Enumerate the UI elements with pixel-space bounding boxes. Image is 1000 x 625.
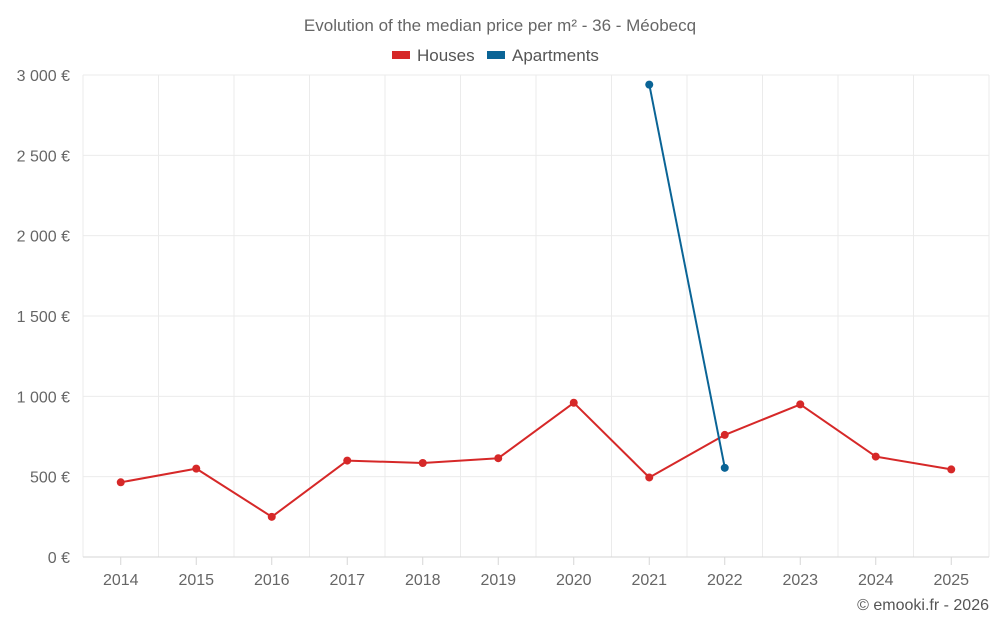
data-point-houses[interactable] xyxy=(796,400,805,409)
legend-label-houses: Houses xyxy=(417,46,475,65)
data-point-houses[interactable] xyxy=(947,465,956,474)
x-tick-label: 2024 xyxy=(858,572,894,589)
x-tick-label: 2023 xyxy=(782,572,818,589)
y-tick-label: 1 500 € xyxy=(17,309,70,326)
legend-label-apartments: Apartments xyxy=(512,46,599,65)
series-line-apartments xyxy=(648,84,726,468)
x-gridlines xyxy=(82,75,990,557)
y-tick-label: 0 € xyxy=(48,550,70,567)
legend-item-houses[interactable]: Houses xyxy=(392,46,475,65)
legend-swatch-houses xyxy=(392,51,410,59)
data-point-houses[interactable] xyxy=(569,398,578,407)
series-layer xyxy=(116,80,956,521)
y-tick-label: 2 500 € xyxy=(17,148,70,165)
credit-text: © emooki.fr - 2026 xyxy=(857,597,989,614)
series-apartments xyxy=(645,80,729,472)
y-tick-label: 3 000 € xyxy=(17,68,70,85)
data-point-apartments[interactable] xyxy=(720,463,729,472)
legend: Houses Apartments xyxy=(392,46,599,65)
chart-title: Evolution of the median price per m² - 3… xyxy=(304,16,696,35)
x-tick-label: 2021 xyxy=(631,572,667,589)
data-point-houses[interactable] xyxy=(494,454,503,463)
data-point-houses[interactable] xyxy=(871,452,880,461)
x-tick-label: 2022 xyxy=(707,572,743,589)
x-tick-label: 2016 xyxy=(254,572,290,589)
data-point-houses[interactable] xyxy=(267,512,276,521)
series-line-houses xyxy=(120,401,952,518)
series-houses xyxy=(116,398,956,521)
x-tick-label: 2018 xyxy=(405,572,441,589)
y-tick-label: 500 € xyxy=(30,470,70,487)
x-tick-label: 2020 xyxy=(556,572,592,589)
data-point-houses[interactable] xyxy=(418,459,427,468)
data-point-houses[interactable] xyxy=(192,464,201,473)
legend-swatch-apartments xyxy=(487,51,505,59)
y-tick-label: 1 000 € xyxy=(17,389,70,406)
data-point-houses[interactable] xyxy=(645,473,654,482)
x-tick-label: 2025 xyxy=(933,572,969,589)
data-point-houses[interactable] xyxy=(720,430,729,439)
legend-item-apartments[interactable]: Apartments xyxy=(487,46,599,65)
y-tick-label: 2 000 € xyxy=(17,229,70,246)
y-axis-ticks: 0 € 500 € 1 000 € 1 500 € 2 000 € 2 500 € 3 00… xyxy=(17,68,70,567)
x-axis-ticks: 2014 2015 2016 2017 2018 2019 2020 2021 2022 2023… xyxy=(103,557,969,589)
x-tick-label: 2017 xyxy=(329,572,365,589)
x-tick-label: 2019 xyxy=(480,572,516,589)
x-tick-label: 2014 xyxy=(103,572,139,589)
data-point-houses[interactable] xyxy=(343,456,352,465)
data-point-apartments[interactable] xyxy=(645,80,654,89)
x-tick-label: 2015 xyxy=(178,572,214,589)
data-point-houses[interactable] xyxy=(116,478,125,487)
